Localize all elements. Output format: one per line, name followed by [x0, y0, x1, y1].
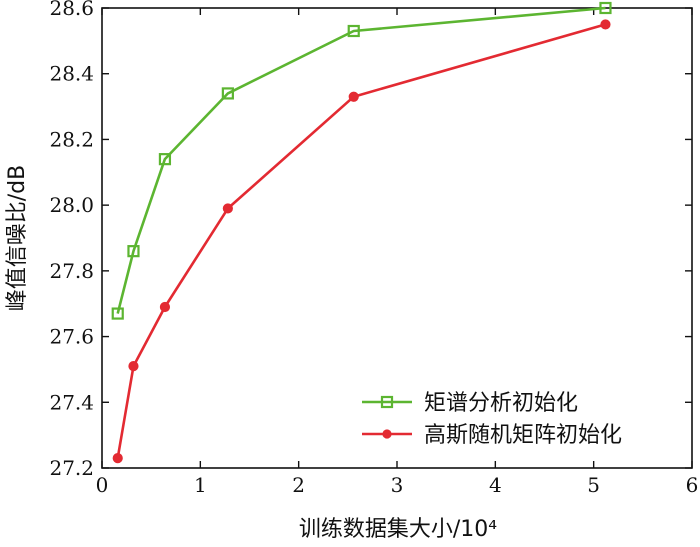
- y-tick-label: 28.2: [49, 127, 94, 151]
- data-point: [221, 87, 234, 100]
- data-point: [111, 307, 124, 320]
- y-axis-title: 峰值信噪比/dB: [5, 165, 30, 311]
- series-line: [116, 23, 606, 459]
- series-line: [116, 6, 606, 314]
- x-tick-label: 1: [194, 473, 207, 497]
- series-1: [112, 19, 611, 464]
- y-tick-label: 27.6: [49, 325, 94, 349]
- x-tick-label: 2: [292, 473, 305, 497]
- x-tick-label: 5: [587, 473, 600, 497]
- legend-marker: [382, 429, 392, 439]
- x-tick-label: 0: [96, 473, 109, 497]
- plot-area: [101, 7, 693, 469]
- y-tick-label: 28.0: [49, 193, 94, 217]
- data-point: [600, 19, 611, 30]
- y-tick-label: 27.8: [49, 259, 94, 283]
- y-tick-label: 27.4: [49, 390, 94, 414]
- data-point: [112, 453, 123, 464]
- x-tick-label: 3: [391, 473, 404, 497]
- x-tick-label: 4: [489, 473, 502, 497]
- legend-marker: [380, 395, 394, 409]
- legend-label: 矩谱分析初始化: [424, 391, 578, 416]
- x-tick-label: 6: [686, 473, 699, 497]
- y-tick-label: 28.6: [49, 0, 94, 20]
- y-tick-label: 28.4: [49, 62, 94, 86]
- data-point: [222, 203, 233, 214]
- data-point: [159, 301, 171, 313]
- data-point: [347, 24, 360, 38]
- y-tick-label: 27.2: [49, 456, 94, 480]
- axis-ticks: 0 1 2 3 4 5 6 27.2 27.4 27.6 27.8 28.0 28.2 28.4 28.6: [49, 0, 698, 497]
- x-axis-title: 训练数据集大小/10⁴: [299, 517, 497, 542]
- data-point: [127, 245, 140, 258]
- data-point: [158, 153, 172, 166]
- series-0: [111, 1, 612, 320]
- data-point: [128, 361, 139, 372]
- plot-frame: [101, 7, 693, 469]
- data-point: [348, 91, 359, 102]
- series-group: [111, 1, 612, 464]
- legend-label: 高斯随机矩阵初始化: [424, 423, 622, 448]
- data-point: [599, 1, 612, 15]
